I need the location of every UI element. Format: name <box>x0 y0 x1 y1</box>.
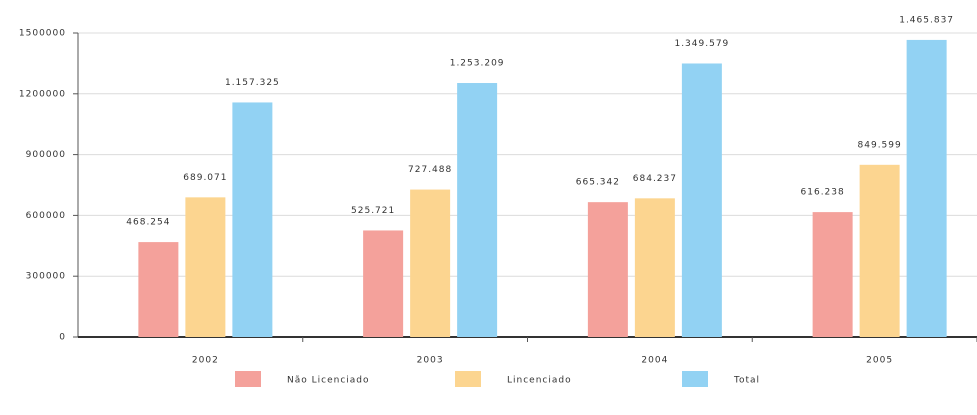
bar <box>232 102 273 338</box>
y-tick-label: 1200000 <box>19 89 66 99</box>
value-label: 1.157.325 <box>225 78 280 88</box>
value-label: 1.465.837 <box>899 15 954 25</box>
x-tick-label: 2002 <box>192 356 219 366</box>
bar <box>906 39 947 337</box>
y-tick-label: 1500000 <box>19 29 66 39</box>
value-label: 665.342 <box>576 178 620 188</box>
bar <box>812 212 853 337</box>
legend-label: Lincenciado <box>507 376 572 386</box>
y-tick-label: 0 <box>59 333 66 343</box>
legend-swatch <box>455 371 481 387</box>
legend-label: Total <box>733 376 760 386</box>
value-label: 727.488 <box>408 165 452 175</box>
value-label: 684.237 <box>633 174 677 184</box>
bar <box>634 198 675 337</box>
legend-label: Não Licenciado <box>287 376 370 386</box>
value-label: 849.599 <box>858 140 902 150</box>
bar <box>185 197 226 337</box>
value-label: 525.721 <box>351 206 395 216</box>
value-label: 1.253.209 <box>450 59 505 69</box>
value-label: 1.349.579 <box>674 39 729 49</box>
value-label: 468.254 <box>126 218 170 228</box>
bar <box>859 164 900 337</box>
x-tick-label: 2004 <box>641 356 668 366</box>
y-tick-label: 600000 <box>26 211 66 221</box>
bar <box>587 202 628 337</box>
bar <box>457 83 498 337</box>
legend-swatch <box>235 371 261 387</box>
bar <box>363 230 404 337</box>
value-label: 689.071 <box>183 173 227 183</box>
bar <box>138 242 179 337</box>
x-tick-label: 2005 <box>866 356 893 366</box>
bar <box>681 63 722 337</box>
value-label: 616.238 <box>801 188 845 198</box>
legend-swatch <box>682 371 708 387</box>
x-tick-label: 2003 <box>417 356 444 366</box>
y-tick-label: 900000 <box>26 150 66 160</box>
y-tick-label: 300000 <box>26 272 66 282</box>
bar <box>410 189 451 337</box>
